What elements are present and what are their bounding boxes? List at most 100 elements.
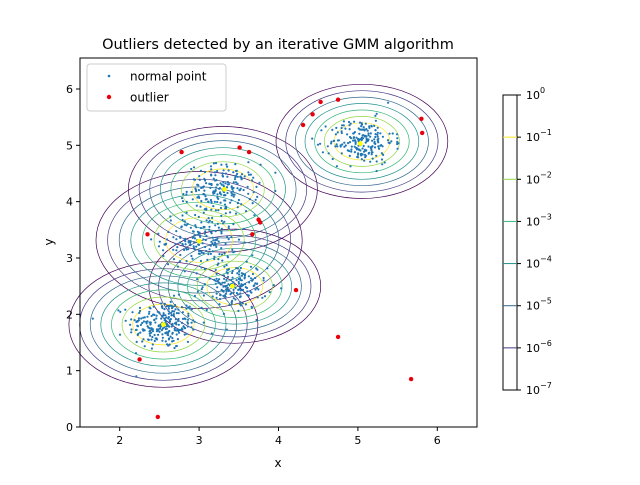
normal-point — [165, 331, 168, 334]
normal-point — [152, 305, 155, 308]
normal-point — [172, 315, 175, 318]
normal-point — [319, 142, 322, 145]
normal-point — [175, 312, 178, 315]
normal-point — [232, 195, 235, 198]
normal-point — [209, 252, 212, 255]
normal-point — [226, 286, 229, 289]
normal-point — [140, 317, 143, 320]
normal-point — [354, 142, 357, 145]
normal-point — [200, 306, 203, 309]
contour-line — [314, 109, 410, 174]
normal-point — [181, 244, 185, 247]
normal-point — [371, 157, 374, 160]
normal-point — [215, 272, 218, 275]
normal-point — [211, 242, 214, 245]
normal-point — [149, 334, 152, 337]
normal-point — [208, 225, 211, 228]
normal-point — [168, 343, 171, 346]
normal-point — [184, 243, 187, 246]
normal-point — [219, 206, 223, 210]
normal-point — [199, 205, 202, 208]
contour-line — [132, 303, 195, 346]
normal-point — [210, 168, 213, 171]
normal-point — [255, 318, 258, 322]
normal-point — [245, 210, 248, 213]
normal-point — [167, 307, 170, 310]
normal-point — [193, 320, 196, 323]
normal-point — [149, 307, 152, 310]
normal-point — [181, 197, 184, 200]
normal-point — [167, 305, 170, 308]
normal-point — [142, 329, 145, 332]
normal-point — [190, 167, 193, 171]
normal-point — [155, 314, 158, 317]
normal-point — [373, 138, 376, 141]
normal-point — [241, 302, 244, 305]
normal-point — [232, 288, 235, 291]
normal-point — [167, 334, 170, 337]
normal-point — [203, 268, 206, 271]
contour-line — [148, 228, 322, 344]
normal-point — [220, 253, 224, 256]
normal-point — [124, 319, 127, 322]
normal-point — [209, 244, 212, 247]
normal-point — [219, 201, 222, 204]
normal-point — [225, 290, 228, 293]
normal-point — [180, 321, 184, 324]
normal-point — [341, 143, 344, 146]
normal-point — [212, 190, 215, 193]
normal-point — [161, 327, 165, 330]
normal-point — [171, 337, 174, 340]
normal-point — [251, 202, 254, 205]
normal-point — [232, 186, 235, 190]
contour-line — [128, 126, 318, 253]
normal-point — [346, 149, 349, 152]
normal-point — [225, 186, 229, 189]
normal-point — [233, 193, 236, 196]
normal-point — [335, 126, 338, 129]
normal-point — [220, 214, 223, 217]
normal-point — [240, 274, 243, 277]
normal-point — [192, 247, 196, 250]
normal-point — [183, 248, 186, 252]
normal-point — [211, 236, 214, 239]
normal-point — [190, 308, 193, 311]
normal-point — [237, 238, 241, 241]
normal-point — [256, 296, 259, 299]
normal-point — [215, 292, 218, 295]
normal-point — [238, 273, 241, 276]
normal-point — [225, 163, 228, 166]
normal-point — [252, 176, 255, 179]
normal-point — [360, 158, 363, 161]
normal-point — [124, 308, 127, 311]
normal-point — [205, 198, 208, 201]
normal-point — [250, 279, 254, 282]
x-tick-label: 2 — [116, 434, 123, 447]
normal-point — [190, 254, 193, 258]
normal-point — [237, 198, 240, 202]
normal-point — [236, 201, 239, 204]
normal-point — [353, 139, 357, 142]
normal-point — [365, 149, 368, 152]
normal-point — [239, 303, 242, 306]
normal-point — [203, 232, 206, 235]
contour-line — [294, 96, 429, 187]
normal-point — [201, 242, 204, 245]
normal-point — [254, 276, 257, 280]
normal-point — [274, 189, 277, 193]
normal-point — [168, 325, 171, 328]
normal-point — [214, 268, 217, 271]
normal-point — [164, 340, 167, 343]
normal-point — [167, 331, 170, 335]
legend-normal-label: normal point — [130, 70, 207, 84]
normal-point — [198, 178, 201, 181]
normal-point — [215, 296, 218, 299]
normal-point — [150, 347, 153, 350]
normal-point — [217, 240, 220, 243]
normal-point — [198, 249, 201, 253]
normal-point — [230, 236, 233, 239]
normal-point — [230, 278, 233, 282]
normal-point — [376, 133, 379, 136]
normal-point — [157, 325, 160, 328]
normal-point — [374, 133, 377, 136]
